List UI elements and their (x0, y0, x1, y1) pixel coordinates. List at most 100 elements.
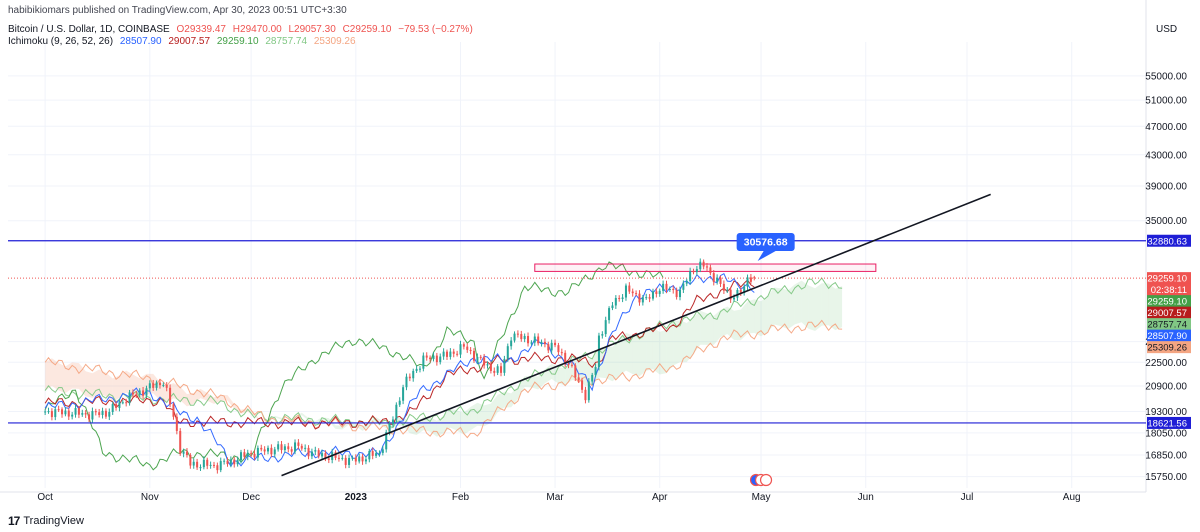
candle (641, 295, 644, 306)
ichimoku-value-chikou: 29259.10 (216, 36, 259, 47)
candle-body (513, 333, 516, 341)
candle-body (472, 350, 476, 361)
cloud-segment (51, 358, 59, 391)
candle-body (364, 459, 367, 462)
event-markers[interactable] (749, 473, 773, 487)
candle (557, 342, 560, 356)
candle (594, 363, 597, 378)
price-label-3-text: 29259.10 (1147, 297, 1187, 308)
candle (94, 408, 97, 416)
candle-body (253, 453, 256, 458)
candle-body (189, 455, 192, 466)
price-callout-box[interactable]: 30576.68 (736, 233, 795, 262)
candle (67, 407, 70, 421)
candle (500, 362, 503, 377)
ichimoku-legend[interactable]: Ichimoku (9, 26, 52, 26) 28507.90 29007.… (8, 36, 356, 47)
event-marker-icon[interactable] (759, 473, 773, 487)
resistance-box[interactable] (534, 263, 877, 272)
candle-body (699, 261, 702, 270)
candle (506, 343, 509, 362)
candle-body (287, 446, 290, 450)
footer-brand[interactable]: 17 TradingView (8, 514, 84, 528)
candle-body (337, 457, 340, 459)
candle-body (314, 450, 317, 452)
brand-name: TradingView (23, 515, 84, 527)
candle (250, 450, 253, 457)
x-tick-label: Jun (858, 492, 874, 503)
candle-body (344, 457, 347, 465)
horizontal-levels[interactable] (8, 240, 1146, 424)
candle (239, 449, 243, 464)
currency-label[interactable]: USD (1156, 24, 1178, 35)
cloud-segment (835, 286, 843, 331)
candle-body (648, 297, 651, 299)
candle (746, 274, 749, 291)
resistance-rectangle[interactable] (534, 263, 877, 272)
candle-body (547, 344, 550, 351)
candle-body (456, 353, 459, 355)
candle-body (317, 450, 320, 457)
candle-body (736, 289, 739, 298)
candle (429, 355, 432, 363)
candle-body (412, 370, 415, 379)
candle (290, 446, 293, 455)
y-tick-label: 47000.00 (1145, 122, 1187, 133)
candle (418, 366, 421, 373)
candle-body (702, 261, 705, 267)
candle-body (260, 447, 263, 450)
symbol-title: Bitcoin / U.S. Dollar, 1D, COINBASE (8, 24, 170, 35)
candle (104, 408, 107, 419)
candle (142, 386, 145, 400)
candle (47, 407, 50, 414)
candle-body (368, 451, 371, 460)
candle (405, 373, 408, 391)
candle-body (729, 289, 732, 300)
candle (253, 450, 256, 461)
candle (729, 286, 732, 303)
candle-body (631, 291, 634, 294)
callout-shape (736, 233, 795, 262)
candle-body (185, 451, 188, 456)
candle-body (239, 452, 243, 461)
candle-body (692, 271, 695, 273)
candle-body (581, 380, 584, 390)
candle (543, 338, 546, 348)
candle (212, 461, 216, 469)
candle-body (77, 408, 80, 415)
x-tick-label: 2023 (345, 492, 368, 503)
candle-body (746, 277, 749, 287)
candle (719, 275, 722, 288)
candle (165, 382, 168, 392)
candle (54, 406, 57, 421)
candle (513, 331, 516, 343)
candle (570, 361, 573, 368)
publisher-line: habibikiomars published on TradingView.c… (8, 5, 347, 16)
cloud-segment (92, 369, 100, 398)
candle-body (216, 465, 219, 471)
candle (300, 443, 303, 451)
cloud-segment (335, 425, 343, 430)
candle (216, 462, 219, 474)
candle (722, 280, 725, 294)
candle-body (716, 277, 719, 282)
symbol-legend[interactable]: Bitcoin / U.S. Dollar, 1D, COINBASE O293… (8, 24, 473, 35)
candle (651, 288, 654, 301)
candle (425, 352, 428, 361)
candle-body (405, 376, 408, 388)
candle-body (358, 456, 361, 462)
time-axis[interactable]: Oct Nov Dec 2023 Feb Mar Apr May Jun Jul Aug (37, 492, 1080, 503)
candle (81, 409, 84, 417)
candle-body (624, 285, 627, 298)
grid-lines (0, 0, 1147, 493)
candle-body (267, 447, 270, 452)
trendline[interactable] (281, 193, 991, 477)
candle (587, 378, 590, 403)
candle (560, 348, 563, 356)
candle (111, 401, 114, 415)
cloud-segment (693, 310, 701, 354)
candle-body (236, 460, 239, 465)
cloud-segment (578, 358, 586, 387)
price-callout[interactable]: 30576.68 (736, 233, 795, 262)
ascending-trendline[interactable] (281, 193, 991, 477)
